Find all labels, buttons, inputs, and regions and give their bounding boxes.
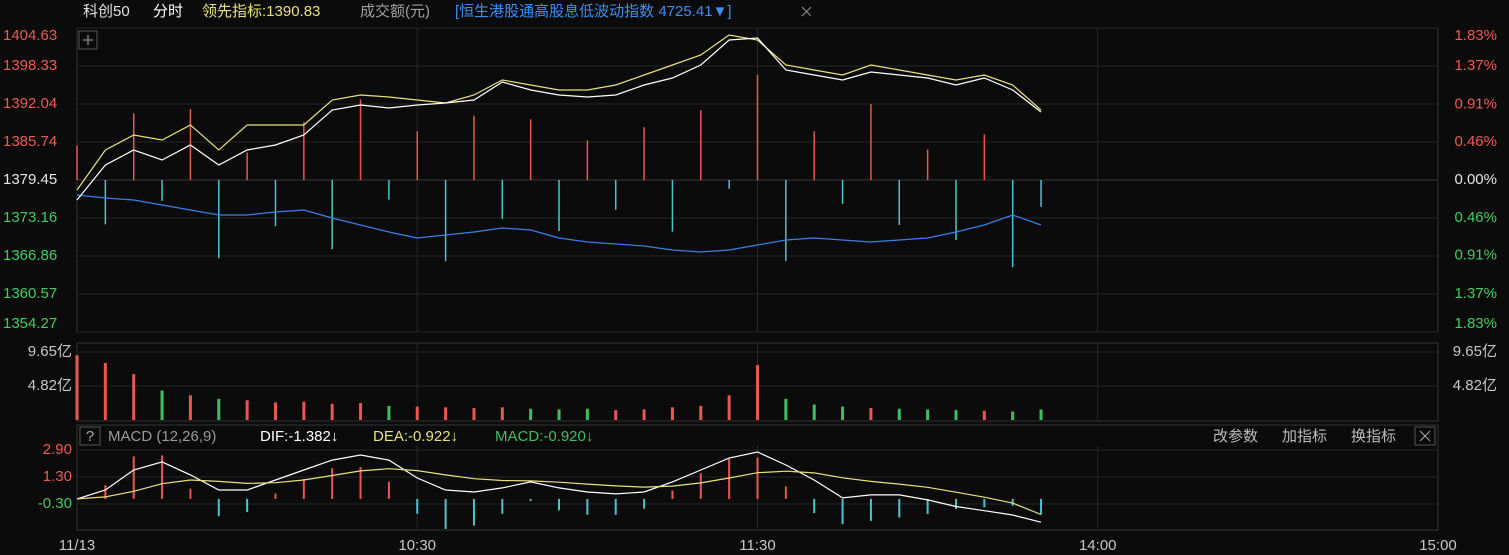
help-button[interactable]: ?	[86, 428, 94, 445]
y-tick-label: 1.30	[43, 468, 72, 485]
y2-tick-label: 1.83%	[1454, 27, 1497, 44]
y-tick-label: 2.90	[43, 441, 72, 458]
help-box[interactable]	[79, 426, 101, 446]
volume-bar	[642, 409, 646, 420]
y-tick-label: 1354.27	[3, 315, 57, 332]
macd-line	[76, 468, 1042, 516]
price-line	[76, 37, 1042, 201]
button[interactable]: 换指标	[1351, 428, 1396, 445]
volume-bar	[841, 406, 845, 420]
volume-bar	[897, 408, 901, 420]
y-tick-label: 1404.63	[3, 27, 57, 44]
y2-tick-label: 0.91%	[1454, 95, 1497, 112]
volume-bar	[188, 395, 192, 420]
y2-tick-label: 9.65亿	[1453, 343, 1497, 360]
legend-entry: DIF:-1.382↓	[260, 428, 338, 445]
y2-tick-label: 1.37%	[1454, 57, 1497, 74]
volume-bar	[756, 365, 759, 420]
volume-bar	[444, 407, 448, 420]
y2-tick-label: 0.91%	[1454, 247, 1497, 264]
volume-bar	[812, 404, 816, 420]
volume-bar	[273, 402, 277, 420]
chart-subtitle[interactable]: 分时	[153, 3, 183, 20]
add-button[interactable]	[78, 30, 98, 50]
volume-bar	[585, 408, 589, 420]
volume-bar	[245, 400, 249, 420]
volume-bar	[1039, 409, 1043, 420]
x-tick-label: 11:30	[739, 537, 775, 554]
y-tick-label: 9.65亿	[28, 343, 72, 360]
volume-bar	[302, 401, 306, 420]
indicator-title[interactable]: MACD (12,26,9)	[108, 428, 216, 445]
volume-label[interactable]: 成交额(元)	[360, 2, 430, 20]
y-tick-label: 1360.57	[3, 285, 57, 302]
volume-bar	[869, 408, 873, 420]
y-tick-label: 1398.33	[3, 57, 57, 74]
legend-entry[interactable]: [恒生港股通高股息低波动指数 4725.41▼]	[455, 3, 732, 20]
volume-bar	[217, 398, 221, 420]
volume-bar	[1011, 411, 1015, 420]
volume-bar	[415, 406, 419, 420]
macd-line	[76, 451, 1042, 523]
volume-bar	[500, 407, 504, 420]
y-tick-label: 1373.16	[3, 209, 57, 226]
legend-entry: 领先指标:1390.83	[202, 3, 320, 20]
volume-bar	[954, 410, 958, 420]
volume-bar	[699, 405, 703, 420]
volume-bar	[75, 355, 79, 420]
y2-tick-label: 4.82亿	[1453, 377, 1497, 394]
volume-bar	[982, 410, 986, 420]
y2-tick-label: 0.00%	[1454, 171, 1497, 188]
volume-bar	[472, 408, 476, 420]
volume-bar	[727, 395, 731, 420]
x-tick-label: 15:00	[1419, 537, 1457, 554]
y-tick-label: 4.82亿	[28, 377, 72, 394]
button[interactable]: 加指标	[1282, 428, 1327, 445]
y-tick-label: 1366.86	[3, 247, 57, 264]
y2-tick-label: 1.83%	[1454, 315, 1497, 332]
y2-tick-label: 0.46%	[1454, 209, 1497, 226]
close-button[interactable]	[1414, 426, 1436, 446]
y2-tick-label: 1.37%	[1454, 285, 1497, 302]
y2-tick-label: 0.46%	[1454, 133, 1497, 150]
volume-bar	[529, 408, 533, 420]
x-tick-label: 11/13	[59, 537, 95, 554]
y-tick-label: 1392.04	[3, 95, 57, 112]
price-line	[76, 34, 1042, 191]
y-tick-label: 1379.45	[3, 171, 57, 188]
x-tick-label: 14:00	[1079, 537, 1117, 554]
volume-bar	[557, 409, 561, 420]
button[interactable]: 改参数	[1213, 428, 1258, 445]
volume-bar	[387, 405, 391, 420]
legend-entry: DEA:-0.922↓	[373, 428, 458, 445]
volume-bar	[132, 374, 136, 420]
volume-bar	[160, 390, 164, 420]
volume-bar	[784, 398, 788, 420]
legend-entry: MACD:-0.920↓	[495, 428, 593, 445]
y-tick-label: -0.30	[38, 495, 72, 512]
volume-bar	[670, 407, 674, 420]
y-tick-label: 1385.74	[3, 133, 57, 150]
volume-bar	[359, 403, 363, 420]
volume-bar	[614, 410, 618, 420]
price-line	[76, 194, 1042, 253]
x-tick-label: 10:30	[398, 537, 436, 554]
volume-bar	[103, 362, 107, 420]
volume-bar	[330, 403, 334, 420]
close-icon[interactable]	[801, 6, 812, 17]
chart-title: 科创50	[83, 3, 130, 20]
volume-bar	[926, 409, 930, 420]
